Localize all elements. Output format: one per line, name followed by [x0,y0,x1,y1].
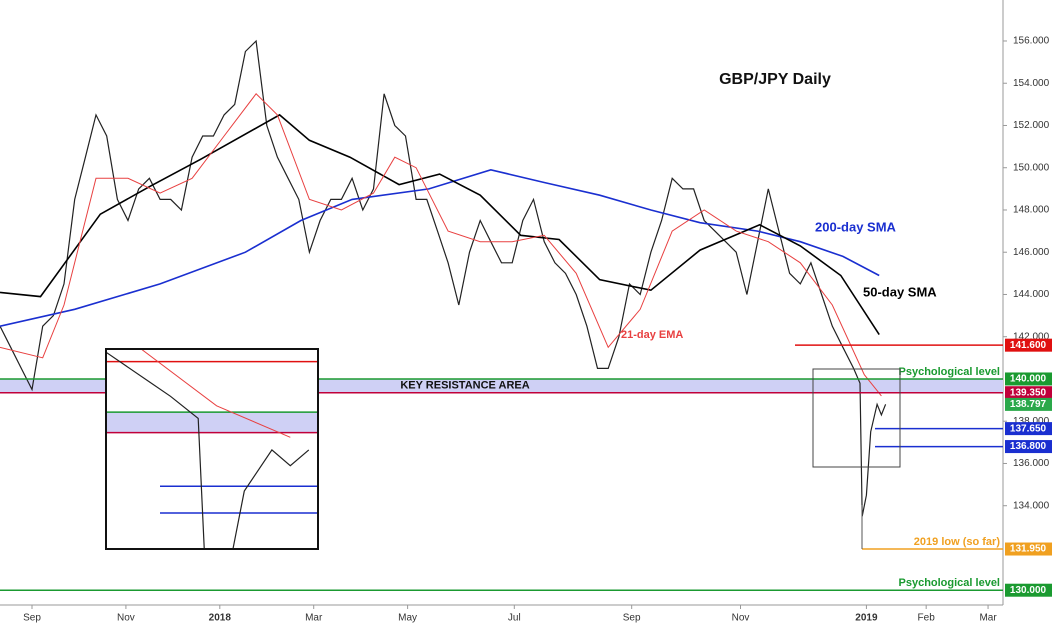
y-tick-label: 148.000 [1013,205,1050,216]
level-tag-label: 140.000 [1010,374,1047,385]
x-tick-label: May [398,613,417,624]
x-tick-label: Mar [979,613,997,624]
inset-frame [106,349,318,549]
level-tag-label: 139.350 [1010,387,1047,398]
inset-border [105,348,319,550]
y-tick-label: 156.000 [1013,36,1050,47]
indicator-line [0,93,882,397]
level-tag [1005,583,1052,597]
price-line [0,39,887,517]
inset [106,349,318,549]
zoom-box [812,368,901,468]
x-tick-label: Feb [918,613,936,624]
level-note: Psychological level [899,577,1001,589]
level-tag-label: 138.797 [1010,399,1047,410]
y-tick-label: 152.000 [1013,120,1050,131]
level-tag-label: 136.800 [1010,441,1047,452]
level-tag [1005,338,1052,352]
level-tag [1005,440,1052,454]
x-tick-label: Nov [117,613,135,624]
level-note: Psychological level [899,366,1001,378]
x-tick-label: Jul [508,613,521,624]
indicator-line [0,113,880,336]
series-label: 50-day SMA [863,284,937,299]
level-tag [1005,542,1052,556]
y-tick-label: 146.000 [1013,247,1050,258]
plot [0,39,887,517]
inset-zone [106,412,318,433]
x-tick-label: Mar [305,613,323,624]
y-tick-label: 134.000 [1013,500,1050,511]
y-tick-label: 154.000 [1013,78,1050,89]
series-label: 21-day EMA [621,329,683,341]
chart-title: GBP/JPY Daily [719,71,831,88]
x-tick-label: 2018 [209,613,232,624]
level-tag [1005,386,1052,400]
series-label: 200-day SMA [815,219,897,234]
level-tag [1005,397,1052,411]
x-tick-label: Nov [732,613,750,624]
y-tick-label: 142.000 [1013,331,1050,342]
level-note: 2019 low (so far) [914,536,1001,548]
y-tick-label: 138.000 [1013,416,1050,427]
x-tick-label: Sep [623,613,641,624]
indicator-line [0,168,880,327]
level-tag-label: 141.600 [1010,340,1047,351]
y-tick-label: 136.000 [1013,458,1050,469]
x-tick-label: Sep [23,613,41,624]
level-tag [1005,422,1052,436]
level-tag-label: 130.000 [1010,585,1047,596]
zone-label: KEY RESISTANCE AREA [400,380,529,392]
x-tick-label: 2019 [855,613,878,624]
level-tag-label: 131.950 [1010,544,1047,555]
level-tag [1005,372,1052,386]
y-tick-label: 144.000 [1013,289,1050,300]
level-tag-label: 137.650 [1010,423,1047,434]
y-tick-label: 150.000 [1013,162,1050,173]
